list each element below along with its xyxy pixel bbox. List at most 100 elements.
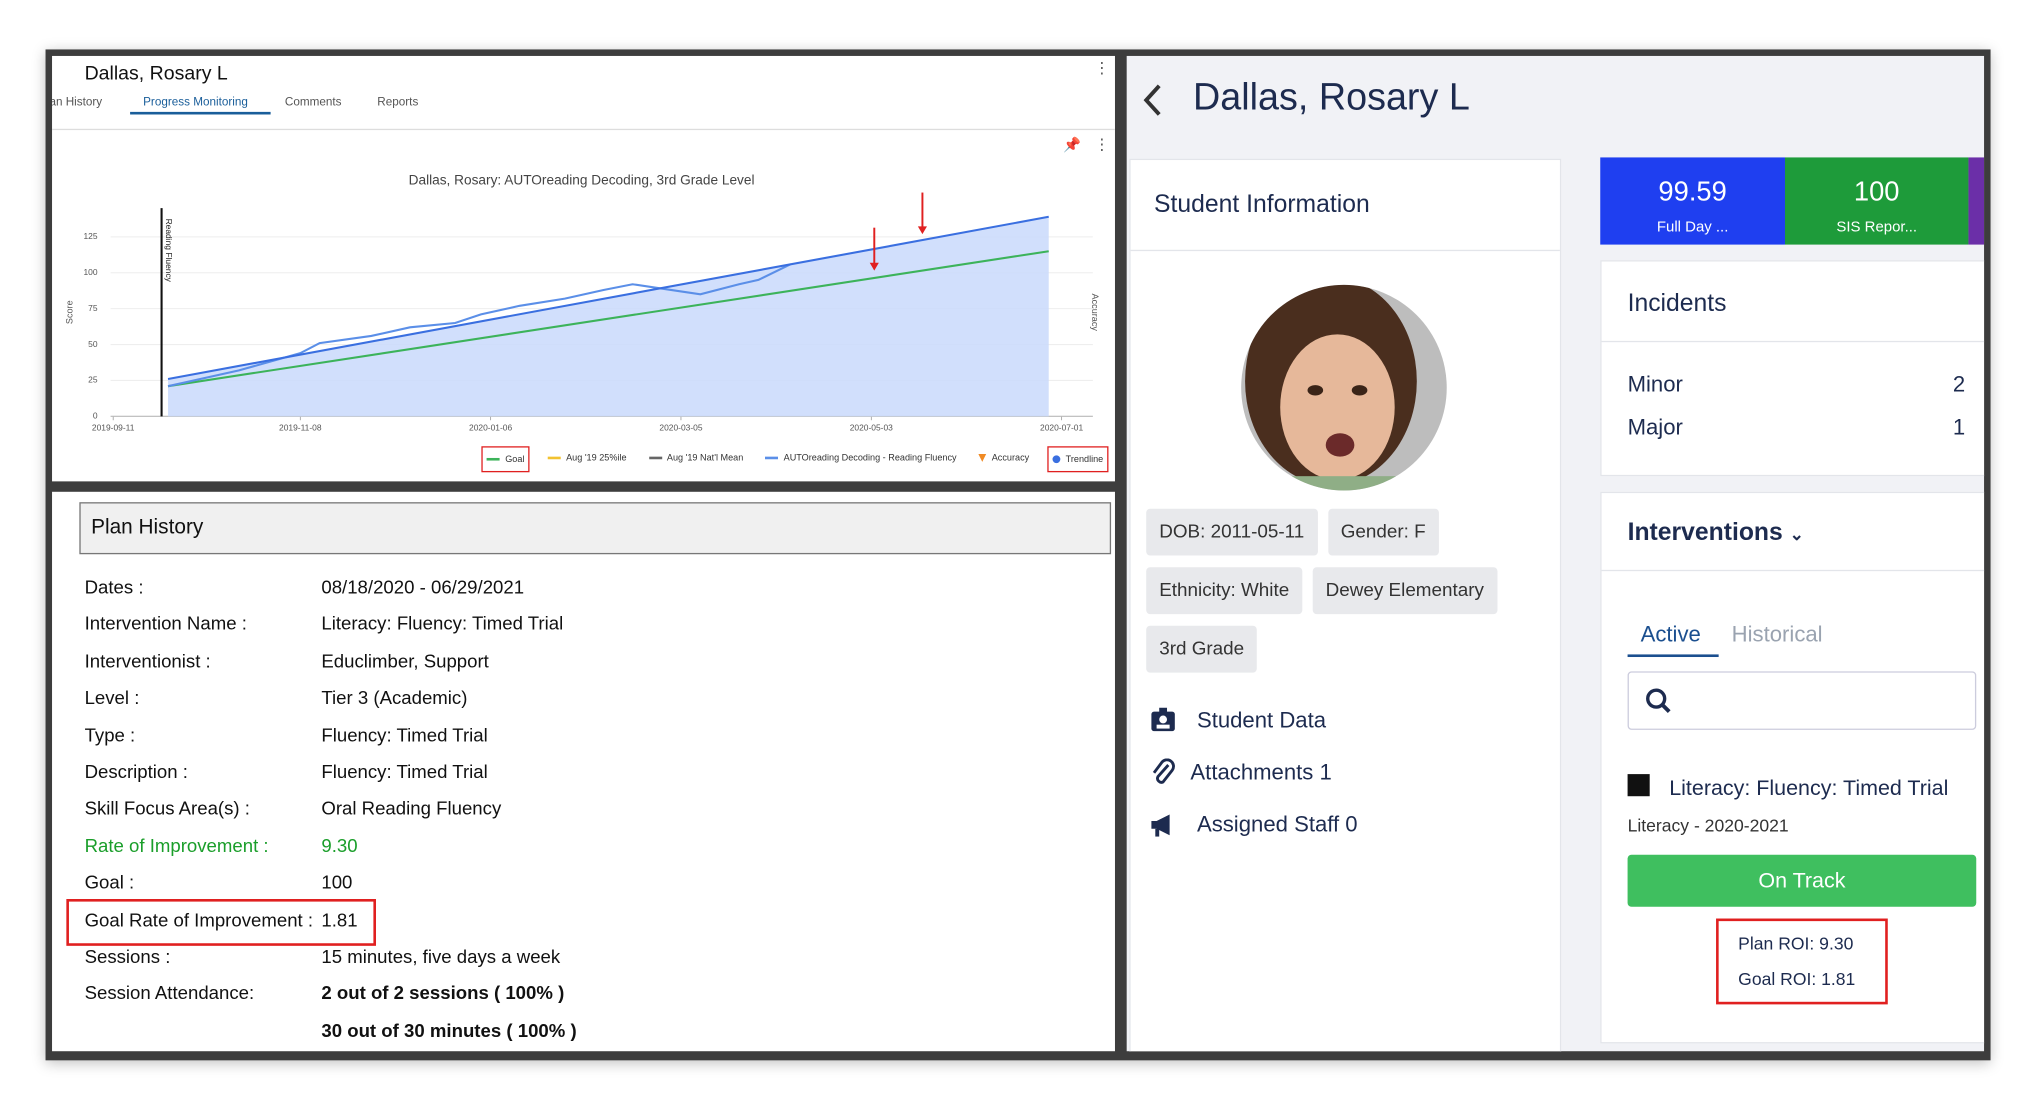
legend-item[interactable]: Goal: [481, 446, 530, 473]
chevron: ⌄: [1789, 524, 1804, 544]
goal-roi: Goal ROI: 1.81: [1738, 969, 1856, 989]
series-line: [167, 263, 792, 388]
search-icon: [1646, 688, 1671, 714]
info-chip: Ethnicity: White: [1146, 567, 1303, 615]
highlight-box: [66, 898, 376, 946]
menu-dots[interactable]: ⋮: [1094, 58, 1110, 77]
profile-link[interactable]: Attachments 1: [1149, 758, 1332, 787]
tab[interactable]: Progress Monitoring: [143, 94, 248, 108]
incidents-card: Incidents Minor 2 Major 1: [1600, 260, 1985, 477]
profile-link[interactable]: Student Data: [1149, 706, 1326, 735]
x-tick-label: 2020-03-05: [659, 422, 702, 432]
row-value: 30 out of 30 minutes ( 100% ): [321, 1021, 577, 1042]
row-label: Goal :: [84, 873, 135, 895]
divider: [1601, 569, 1985, 572]
row-value: Tier 3 (Academic): [321, 688, 468, 710]
link-label: Student Data: [1196, 707, 1327, 733]
legend-swatch: [1052, 455, 1061, 464]
legend-item[interactable]: Aug '19 25%ile: [544, 446, 630, 469]
legend-label: AUTOreading Decoding - Reading Fluency: [783, 453, 957, 463]
x-tick-label: 2020-05-03: [850, 422, 893, 432]
legend-item[interactable]: Aug '19 Nat'l Mean: [645, 446, 747, 469]
tab[interactable]: Plan History: [52, 94, 103, 108]
chart-title: Dallas, Rosary: AUTOreading Decoding, 3r…: [409, 172, 755, 187]
intervention-subtitle: Literacy - 2020-2021: [1627, 815, 1789, 836]
row-value: 2 out of 2 sessions ( 100% ): [321, 984, 565, 1005]
row-label: Interventionist :: [84, 651, 211, 673]
progress-panel: Dallas, Rosary L ⋮ Plan History Progress …: [52, 55, 1115, 482]
interventions-card: Interventions ⌄ Active Historical Litera…: [1600, 491, 1985, 1044]
title-text: Interventions: [1627, 519, 1783, 547]
tile[interactable]: 99.59 Full Day ...: [1600, 157, 1785, 245]
tab[interactable]: Historical: [1731, 621, 1823, 647]
legend-item[interactable]: Trendline: [1047, 446, 1109, 473]
profile-name: Dallas, Rosary L: [1193, 76, 1470, 119]
roi-box: Plan ROI: 9.30 Goal ROI: 1.81: [1716, 918, 1888, 1005]
row-label: Type :: [84, 725, 136, 747]
row-label: Description :: [84, 762, 188, 784]
legend-item[interactable]: Accuracy: [975, 446, 1033, 469]
annotation-arrowhead: [917, 226, 927, 235]
legend-item[interactable]: AUTOreading Decoding - Reading Fluency: [762, 446, 961, 469]
y-tick-label: 125: [83, 231, 97, 241]
legend-swatch: [648, 456, 662, 459]
incident-count: 1: [1952, 415, 1966, 440]
info-chip: Dewey Elementary: [1312, 567, 1497, 615]
menu-dots[interactable]: ⋮: [1094, 135, 1110, 154]
tile-value: 99.59: [1658, 176, 1727, 207]
tile[interactable]: 100 SIS Repor...: [1784, 157, 1969, 245]
info-chip: DOB: 2011-05-11: [1146, 508, 1318, 556]
event-label: Reading Fluency: [164, 219, 174, 283]
link-label: Attachments 1: [1190, 759, 1332, 785]
x-tick-label: 2020-07-01: [1040, 422, 1083, 432]
row-label: Rate of Improvement :: [84, 836, 269, 858]
link-icon: [1152, 758, 1175, 784]
intervention-item[interactable]: Literacy: Fluency: Timed Trial: [1669, 776, 1949, 801]
legend-swatch: [978, 454, 987, 462]
y-axis-label: Score: [65, 300, 75, 324]
tab[interactable]: Reports: [377, 94, 419, 108]
y-tick-label: 75: [88, 303, 98, 313]
back-button[interactable]: [1140, 82, 1166, 118]
row-value: 1.81: [321, 910, 358, 932]
legend: Goal Aug '19 25%ile Aug '19 Nat'l Mean AUTO…: [467, 446, 1109, 473]
row-value: Fluency: Timed Trial: [321, 762, 488, 784]
row-value: 15 minutes, five days a week: [321, 947, 561, 968]
divider: [1130, 249, 1560, 252]
search-box[interactable]: [1627, 671, 1977, 730]
link-icon: [1151, 814, 1170, 837]
row-label: Level :: [84, 688, 140, 710]
row-value: Fluency: Timed Trial: [321, 725, 488, 747]
incident-count: 2: [1952, 372, 1966, 397]
divider: [52, 128, 1115, 131]
tab[interactable]: Comments: [284, 94, 342, 108]
chips: DOB: 2011-05-11 Gender: F Ethnicity: White…: [1146, 508, 1536, 673]
link-icon: [1151, 707, 1175, 732]
incident-label: Major: [1627, 415, 1683, 440]
plan-history-panel: Plan History Dates : 08/18/2020 - 06/29/2…: [52, 491, 1115, 1052]
tab-underline: [1627, 654, 1719, 658]
pin-icon[interactable]: 📌: [1063, 137, 1082, 154]
student-info-card: Student Information DOB: 2011-05-11 Gende…: [1129, 158, 1562, 1052]
legend-swatch: [547, 456, 561, 459]
profile-link[interactable]: Assigned Staff 0: [1149, 811, 1358, 840]
row-label: Dates :: [84, 577, 144, 599]
y-tick-label: 25: [88, 375, 98, 385]
trend-area: [168, 216, 1049, 417]
divider: [1601, 340, 1985, 343]
tab-underline: [130, 111, 271, 115]
card-title[interactable]: Interventions ⌄: [1628, 519, 1804, 548]
card-title: Student Information: [1154, 191, 1370, 219]
legend-label: Accuracy: [991, 453, 1030, 463]
tile-value: 100: [1853, 176, 1900, 207]
status-button[interactable]: On Track: [1627, 854, 1977, 907]
row-value: Literacy: Fluency: Timed Trial: [321, 614, 564, 636]
legend-label: Aug '19 25%ile: [566, 453, 627, 463]
legend-swatch: [486, 458, 500, 461]
row-label: Intervention Name :: [84, 614, 247, 636]
tab-active[interactable]: Active: [1640, 621, 1701, 647]
student-name: Dallas, Rosary L: [84, 62, 228, 85]
tile-edge: [1968, 157, 1985, 245]
legend-swatch: [765, 456, 779, 459]
